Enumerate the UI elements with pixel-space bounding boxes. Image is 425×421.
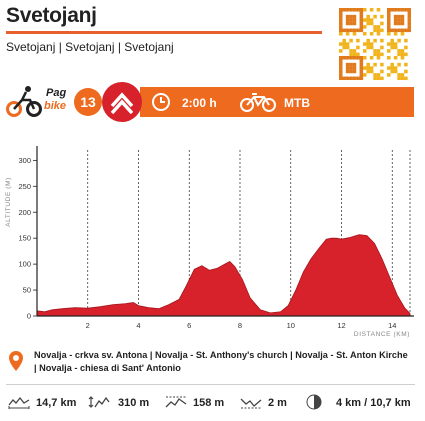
chart-area-layer [36, 234, 411, 317]
y-tick-label: 100 [18, 260, 31, 269]
elevation-gain-icon [88, 396, 110, 408]
chart-tick-labels: 2 4 6 8 10 12 14 0 50 100 150 200 250 300 [18, 156, 396, 330]
stat-distance: 14,7 km [36, 397, 77, 409]
elevation-profile-chart: 2 4 6 8 10 12 14 0 50 100 150 200 250 300 ALTITUDE (M… [5, 146, 414, 338]
distance-icon [8, 396, 30, 409]
x-tick-label: 6 [187, 321, 191, 330]
y-tick-label: 250 [18, 182, 31, 191]
stat-min-altitude: 2 m [268, 397, 287, 409]
page-title: Svetojanj [6, 4, 97, 27]
logo-line2: bike [44, 100, 66, 112]
stat-surface: 4 km / 10,7 km [336, 397, 411, 409]
chart-axes [33, 146, 414, 317]
y-axis-label: ALTITUDE (M) [5, 177, 12, 227]
footer-divider [6, 384, 415, 385]
max-altitude-icon [165, 396, 187, 408]
difficulty-badge [102, 82, 142, 122]
stat-elevation-gain: 310 m [118, 397, 150, 409]
y-tick-label: 150 [18, 234, 31, 243]
x-tick-label: 4 [136, 321, 140, 330]
subtitle: Svetojanj | Svetojanj | Svetojanj [6, 40, 174, 54]
x-tick-label: 8 [238, 321, 242, 330]
x-tick-label: 10 [287, 321, 295, 330]
bicycle-icon [240, 93, 276, 112]
pag-bike-logo: Pag bike [6, 82, 68, 122]
stat-max-altitude: 158 m [193, 397, 225, 409]
y-tick-label: 50 [23, 286, 31, 295]
x-axis-label: DISTANCE (KM) [354, 331, 410, 338]
bike-type-value: MTB [284, 96, 310, 110]
surface-ratio-icon [306, 394, 322, 410]
x-tick-label: 14 [388, 321, 396, 330]
bike-rider-logo-icon: Pag bike [6, 86, 66, 117]
location-pin-icon [9, 351, 23, 371]
info-bar [140, 87, 414, 117]
clock-icon [152, 93, 170, 111]
y-tick-label: 300 [18, 156, 31, 165]
y-tick-label: 0 [27, 312, 31, 321]
difficulty-chevron-icon [110, 92, 134, 115]
start-location-address: Novalja - crkva sv. Antona | Novalja - S… [34, 350, 408, 373]
elevation-area [36, 234, 411, 317]
y-tick-label: 200 [18, 208, 31, 217]
duration-value: 2:00 h [182, 96, 217, 110]
route-number-badge: 13 [74, 88, 102, 116]
x-tick-label: 2 [86, 321, 90, 330]
min-altitude-icon [240, 398, 262, 409]
qr-code-icon[interactable] [339, 8, 411, 80]
x-tick-label: 12 [337, 321, 345, 330]
title-underline [6, 31, 322, 34]
logo-line1: Pag [46, 87, 66, 99]
